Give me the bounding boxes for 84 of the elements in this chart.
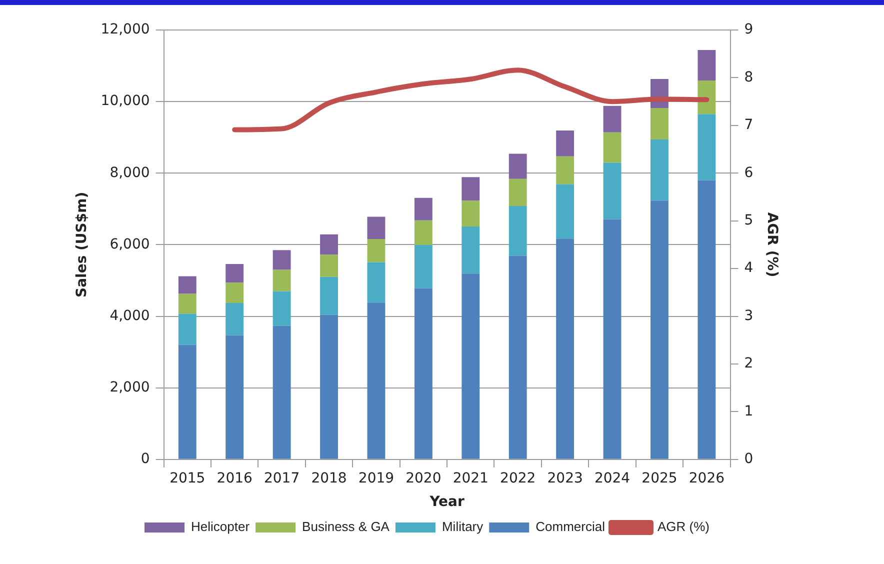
x-tick-label: 2025 [642, 470, 678, 486]
x-tick-label: 2017 [264, 470, 300, 486]
bar [462, 226, 480, 274]
bar [272, 291, 291, 326]
bar [178, 314, 196, 345]
x-axis-title: Year [428, 494, 464, 510]
bar [226, 264, 244, 283]
bar [462, 200, 480, 226]
bar [320, 234, 338, 255]
bar [508, 206, 527, 256]
bar [603, 162, 622, 220]
y-tick-label: 10,000 [100, 93, 150, 110]
bar [650, 200, 668, 459]
bar [650, 139, 668, 201]
bar [414, 220, 432, 246]
y-tick-label: 2,000 [110, 379, 150, 396]
y2-tick-label: 8 [744, 69, 754, 86]
bar [367, 302, 386, 459]
bar [556, 238, 574, 459]
bar [414, 198, 432, 220]
bar [226, 303, 244, 336]
bar [556, 156, 574, 184]
bar [698, 114, 716, 180]
y2-tick-label: 0 [744, 451, 754, 468]
bar [650, 108, 668, 140]
bar [556, 184, 574, 239]
bar [320, 254, 338, 277]
y2-tick-label: 7 [744, 117, 754, 134]
y2-tick-label: 6 [744, 164, 754, 181]
x-tick-label: 2016 [216, 470, 252, 486]
bar [603, 219, 622, 459]
x-tick-label: 2021 [452, 470, 488, 486]
bar [508, 256, 527, 459]
y-tick-label: 6,000 [110, 236, 150, 252]
x-tick-label: 2018 [311, 470, 347, 486]
bar [603, 132, 622, 163]
y2-tick-label: 9 [744, 22, 754, 38]
bar [367, 262, 386, 303]
y-tick-label: 4,000 [110, 308, 150, 324]
y-axis-title: Sales (US$m) [74, 192, 90, 298]
y-tick-label: 8,000 [110, 164, 150, 181]
bar [556, 130, 574, 156]
x-tick-label: 2024 [594, 470, 630, 486]
bar [603, 106, 622, 132]
x-tick-label: 2019 [358, 470, 394, 486]
bar [272, 250, 291, 270]
bar [226, 282, 244, 304]
y2-tick-label: 5 [744, 212, 754, 228]
bar [178, 294, 196, 314]
bar [508, 154, 527, 179]
y-tick-label: 12,000 [100, 22, 150, 38]
bar [698, 50, 716, 80]
bar [698, 80, 716, 114]
x-tick-label: 2023 [547, 470, 583, 486]
bar [178, 276, 196, 294]
bar [698, 180, 716, 459]
legend-label: AGR (%) [657, 519, 710, 534]
bar [178, 344, 196, 459]
y2-tick-label: 1 [744, 403, 754, 420]
legend-label: Commercial [536, 519, 606, 534]
y2-tick-label: 4 [744, 260, 754, 276]
legend-label: Military [442, 519, 484, 534]
bar [414, 245, 432, 288]
bar [508, 178, 527, 206]
y-tick-label: 0 [140, 451, 150, 468]
bar [320, 276, 338, 315]
bar [462, 177, 480, 201]
y2-tick-label: 3 [744, 308, 754, 324]
bar [367, 238, 386, 262]
legend-label: Business & GA [302, 519, 390, 534]
x-tick-label: 2015 [170, 470, 206, 486]
legend-label: Helicopter [191, 519, 250, 534]
bar [414, 288, 432, 459]
y2-axis-title: AGR (%) [764, 212, 780, 278]
x-tick-label: 2022 [500, 470, 536, 486]
bar [367, 216, 386, 239]
x-tick-label: 2020 [406, 470, 442, 486]
bar [272, 270, 291, 292]
y2-tick-label: 2 [744, 356, 754, 372]
bar [272, 326, 291, 459]
bar [462, 274, 480, 459]
bar [320, 314, 338, 459]
x-tick-label: 2026 [688, 470, 725, 486]
bar [226, 335, 244, 459]
